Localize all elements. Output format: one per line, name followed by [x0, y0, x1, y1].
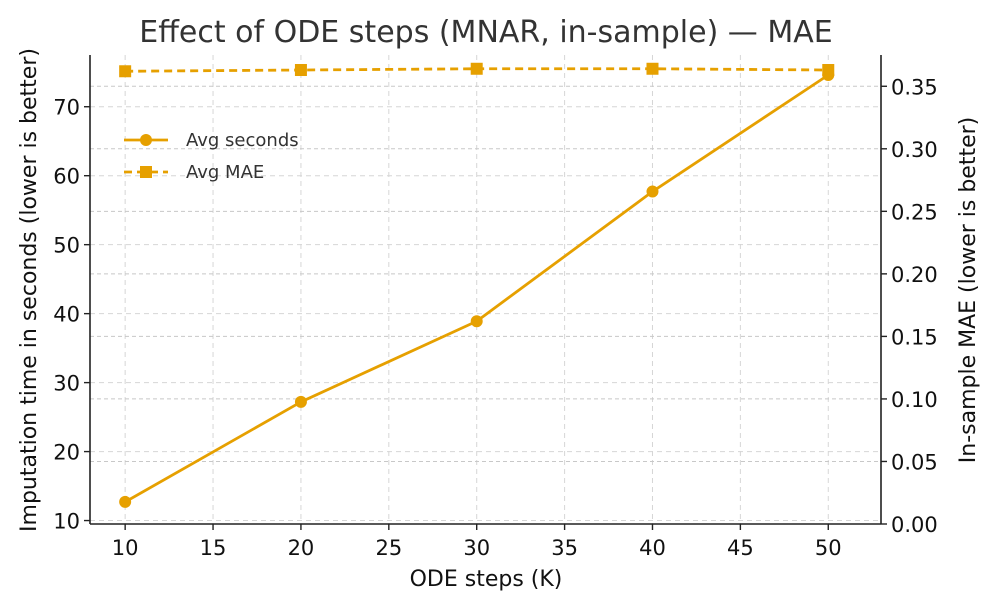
data-point-avg-mae [119, 65, 132, 78]
legend-marker-avg-seconds [140, 134, 152, 146]
y-axis-right-label: In-sample MAE (lower is better) [956, 117, 981, 463]
y-left-tick-label: 40 [53, 303, 80, 327]
y-right-tick-label: 0.35 [891, 75, 938, 99]
data-point-avg-mae [822, 64, 835, 77]
data-point-avg-seconds [119, 495, 132, 508]
y-left-tick-label: 20 [53, 441, 80, 465]
grid-right [90, 85, 881, 462]
data-point-avg-seconds [470, 315, 483, 328]
x-tick-label: 10 [112, 536, 139, 560]
y-right-tick-label: 0.05 [891, 450, 938, 474]
legend-label-avg-mae: Avg MAE [186, 162, 264, 183]
y-right-ticks: 0.00 0.05 0.10 0.15 0.20 0.25 0.30 0.35 [881, 75, 938, 537]
x-tick-label: 35 [551, 536, 578, 560]
y-right-tick-label: 0.15 [891, 325, 938, 349]
axes-spines [89, 55, 882, 525]
y-axis-left-label: Imputation time in seconds (lower is bet… [17, 48, 42, 532]
x-tick-label: 20 [288, 536, 315, 560]
y-left-tick-label: 10 [53, 510, 80, 534]
grid [90, 55, 881, 524]
data-point-avg-mae [294, 64, 307, 77]
x-axis-label: ODE steps (K) [410, 567, 563, 592]
y-left-tick-label: 70 [53, 96, 80, 120]
legend-label-avg-seconds: Avg seconds [186, 130, 299, 151]
legend: Avg seconds Avg MAE [124, 130, 299, 183]
data-point-avg-mae [646, 62, 659, 75]
y-right-tick-label: 0.30 [891, 138, 938, 162]
y-right-tick-label: 0.20 [891, 263, 938, 287]
x-tick-label: 45 [727, 536, 754, 560]
series-layer [119, 62, 835, 508]
y-left-ticks: 10 20 30 40 50 60 70 [53, 96, 90, 534]
y-right-tick-label: 0.25 [891, 200, 938, 224]
data-point-avg-seconds [646, 185, 659, 198]
x-tick-label: 15 [200, 536, 227, 560]
x-ticks: 10 15 20 25 30 35 40 45 50 [112, 524, 842, 560]
y-left-tick-label: 50 [53, 234, 80, 258]
chart-title: Effect of ODE steps (MNAR, in-sample) — … [139, 15, 832, 50]
x-tick-label: 40 [639, 536, 666, 560]
x-tick-label: 25 [375, 536, 402, 560]
y-right-tick-label: 0.00 [891, 513, 938, 537]
x-tick-label: 50 [815, 536, 842, 560]
data-point-avg-seconds [294, 395, 307, 408]
y-left-tick-label: 60 [53, 165, 80, 189]
y-left-tick-label: 30 [53, 372, 80, 396]
legend-marker-avg-mae [140, 166, 152, 178]
data-point-avg-mae [470, 62, 483, 75]
x-tick-label: 30 [463, 536, 490, 560]
y-right-tick-label: 0.10 [891, 388, 938, 412]
